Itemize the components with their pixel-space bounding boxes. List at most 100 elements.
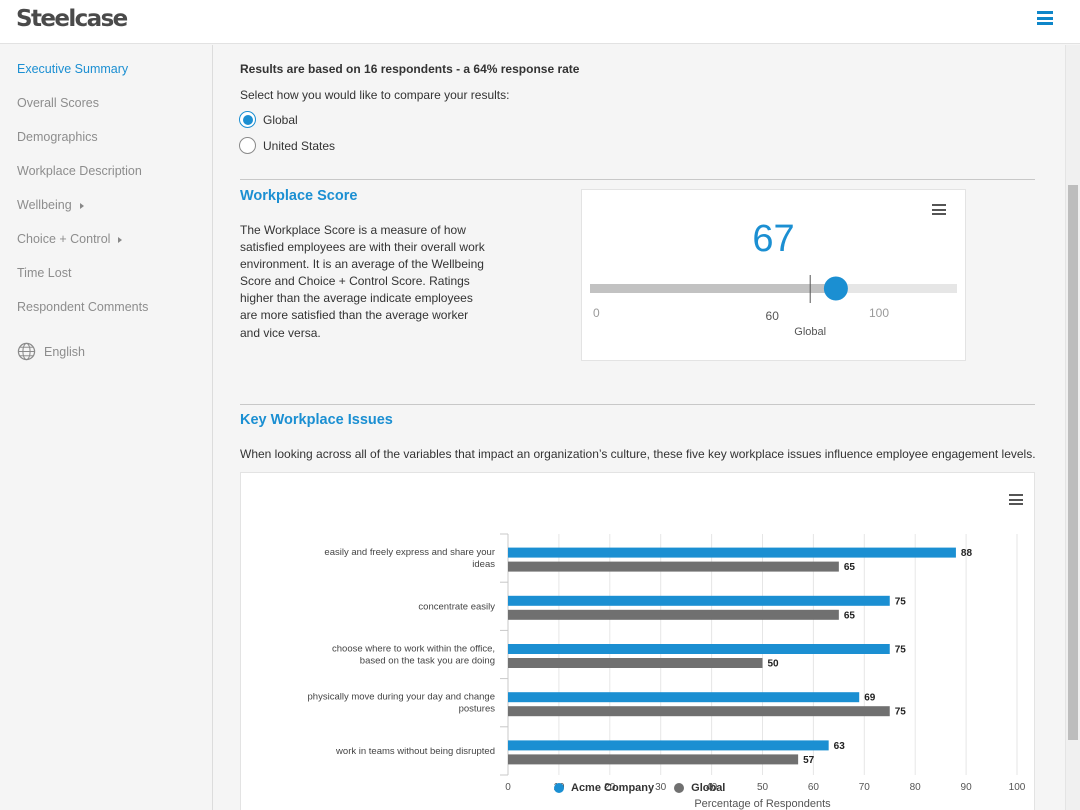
sidebar-item-choice-control[interactable]: Choice + Control bbox=[17, 232, 123, 246]
sidebar-item-overall-scores[interactable]: Overall Scores bbox=[17, 96, 99, 110]
sidebar-item-label: Demographics bbox=[17, 130, 98, 144]
x-tick-label: 0 bbox=[505, 782, 511, 793]
sidebar-item-label: Respondent Comments bbox=[17, 300, 149, 314]
legend-swatch-acme bbox=[554, 783, 564, 793]
sidebar-item-label: Choice + Control bbox=[17, 232, 111, 246]
radio-global[interactable]: Global bbox=[239, 111, 298, 128]
sidebar-item-respondent-comments[interactable]: Respondent Comments bbox=[17, 300, 148, 314]
category-label: work in teams without being disrupted bbox=[335, 746, 495, 757]
legend-swatch-global bbox=[674, 783, 685, 793]
language-label: English bbox=[44, 344, 85, 359]
radio-button[interactable] bbox=[239, 137, 256, 154]
top-bar: Steelcase bbox=[0, 0, 1080, 44]
bar-global bbox=[508, 609, 839, 620]
category-label: easily and freely express and share your bbox=[324, 547, 495, 558]
caret-right-icon bbox=[118, 236, 123, 243]
sidebar-item-label: Workplace Description bbox=[17, 164, 142, 178]
data-label: 75 bbox=[895, 707, 907, 718]
sidebar-item-label: Executive Summary bbox=[17, 62, 129, 76]
workplace-score-description: The Workplace Score is a measure of how … bbox=[240, 223, 485, 340]
key-issues-title: Key Workplace Issues bbox=[240, 412, 393, 428]
scrollbar[interactable] bbox=[1065, 45, 1080, 810]
sidebar-item-wellbeing[interactable]: Wellbeing bbox=[17, 198, 84, 212]
steelcase-logo[interactable]: Steelcase bbox=[16, 6, 128, 32]
hamburger-menu-icon[interactable] bbox=[1037, 11, 1053, 25]
x-tick-label: 50 bbox=[757, 782, 769, 793]
data-label: 57 bbox=[803, 755, 815, 766]
benchmark-value-label: 60 bbox=[766, 309, 780, 323]
radio-button-checked[interactable] bbox=[239, 111, 256, 128]
sidebar-item-time-lost[interactable]: Time Lost bbox=[17, 266, 71, 280]
workplace-score-card: 67 0 100 60 Global bbox=[581, 189, 966, 361]
gauge-min-label: 0 bbox=[593, 306, 600, 320]
key-issues-description: When looking across all of the variables… bbox=[240, 447, 1036, 461]
key-issues-bar-chart: 0102030405060708090100easily and freely … bbox=[308, 533, 1026, 810]
bar-global bbox=[508, 561, 839, 572]
sidebar: Executive Summary Overall Scores Demogra… bbox=[0, 45, 213, 810]
chart-menu-icon[interactable] bbox=[932, 204, 946, 215]
score-marker bbox=[823, 276, 848, 301]
x-tick-label: 30 bbox=[655, 782, 667, 793]
radio-united-states[interactable]: United States bbox=[239, 137, 335, 154]
section-divider bbox=[240, 179, 1035, 180]
score-gauge: 0 100 60 Global bbox=[590, 275, 957, 338]
bar-acme-company bbox=[508, 547, 956, 558]
bar-global bbox=[508, 706, 890, 717]
category-label: postures bbox=[459, 704, 496, 715]
legend-label: Acme Company bbox=[571, 782, 655, 794]
bar-global bbox=[508, 658, 763, 668]
bar-acme-company bbox=[508, 595, 890, 606]
sidebar-item-demographics[interactable]: Demographics bbox=[17, 130, 98, 144]
category-label: based on the task you are doing bbox=[360, 656, 495, 667]
sidebar-item-label: Time Lost bbox=[17, 266, 72, 280]
gauge-max-label: 100 bbox=[869, 306, 889, 320]
x-tick-label: 80 bbox=[910, 782, 922, 793]
data-label: 75 bbox=[895, 596, 907, 607]
compare-prompt: Select how you would like to compare you… bbox=[240, 88, 510, 102]
sidebar-item-label: Wellbeing bbox=[17, 198, 72, 212]
main-content: Results are based on 16 respondents - a … bbox=[214, 45, 1065, 810]
results-summary: Results are based on 16 respondents - a … bbox=[240, 62, 580, 76]
sidebar-item-workplace-description[interactable]: Workplace Description bbox=[17, 164, 142, 178]
section-divider bbox=[240, 404, 1035, 405]
sidebar-item-label: Overall Scores bbox=[17, 96, 99, 110]
category-label: physically move during your day and chan… bbox=[308, 692, 495, 703]
x-tick-label: 90 bbox=[961, 782, 973, 793]
globe-icon bbox=[17, 342, 36, 361]
category-label: concentrate easily bbox=[418, 601, 495, 612]
x-tick-label: 70 bbox=[859, 782, 871, 793]
chart-legend: Acme Company Global bbox=[554, 782, 725, 794]
bar-acme-company bbox=[508, 644, 890, 654]
category-label: choose where to work within the office, bbox=[332, 644, 495, 655]
data-label: 65 bbox=[844, 562, 856, 573]
x-tick-label: 100 bbox=[1009, 782, 1026, 793]
scrollbar-thumb[interactable] bbox=[1068, 185, 1078, 740]
workplace-score-value: 67 bbox=[752, 218, 795, 260]
benchmark-label: Global bbox=[794, 326, 826, 338]
legend-item-acme-company[interactable]: Acme Company bbox=[554, 782, 654, 794]
x-axis-title: Percentage of Respondents bbox=[694, 798, 831, 810]
x-tick-label: 60 bbox=[808, 782, 820, 793]
legend-item-global[interactable]: Global bbox=[674, 782, 725, 794]
data-label: 65 bbox=[844, 610, 856, 621]
caret-right-icon bbox=[79, 202, 84, 209]
data-label: 69 bbox=[864, 693, 876, 704]
bar-acme-company bbox=[508, 740, 829, 751]
bar-acme-company bbox=[508, 692, 860, 703]
gauge-fill bbox=[590, 284, 836, 293]
radio-label: United States bbox=[263, 138, 336, 153]
radio-label: Global bbox=[263, 112, 298, 127]
chart-menu-icon[interactable] bbox=[1009, 494, 1023, 505]
sidebar-item-executive-summary[interactable]: Executive Summary bbox=[17, 62, 128, 76]
workplace-score-title: Workplace Score bbox=[240, 188, 358, 204]
language-selector[interactable]: English bbox=[17, 342, 85, 361]
data-label: 50 bbox=[768, 659, 780, 670]
key-issues-chart-card: 0102030405060708090100easily and freely … bbox=[240, 472, 1035, 810]
data-label: 75 bbox=[895, 645, 907, 656]
x-tick-label: 40 bbox=[706, 782, 718, 793]
data-label: 88 bbox=[961, 548, 973, 559]
data-label: 63 bbox=[834, 741, 846, 752]
bar-global bbox=[508, 754, 799, 765]
legend-label: Global bbox=[691, 782, 726, 794]
x-tick-label: 20 bbox=[604, 782, 616, 793]
